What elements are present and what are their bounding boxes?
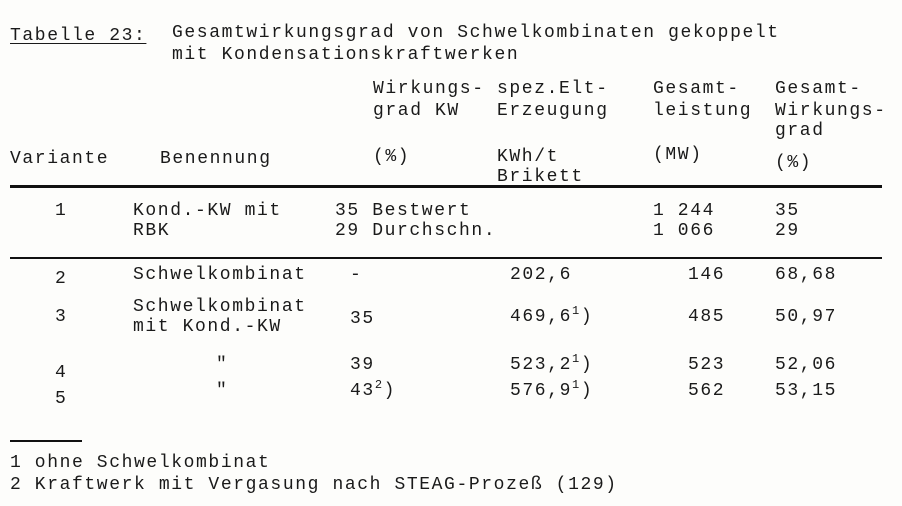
- table-row-wirkungsgrad: 432): [350, 378, 397, 401]
- header-elt-unit-1: KWh/t: [497, 147, 560, 167]
- table-row-benennung: Schwelkombinat: [133, 265, 307, 285]
- table-row-variante: 3: [55, 307, 68, 327]
- header-wirkungsgrad-2: grad KW: [373, 101, 460, 121]
- header-leistung-2: leistung: [653, 101, 753, 121]
- elt-value: 523,2: [510, 355, 573, 375]
- row1-leistung-2: 1 066: [653, 221, 716, 241]
- table-title-line1: Gesamtwirkungsgrad von Schwelkombinaten …: [172, 23, 780, 43]
- elt-value: 576,9: [510, 381, 573, 401]
- table-row-variante: 2: [55, 269, 68, 289]
- table-row-wirkungsgrad: -: [350, 265, 363, 285]
- table-row-elt: 523,21): [510, 352, 594, 375]
- table-row-elt: 576,91): [510, 378, 594, 401]
- table-row-leistung: 485: [688, 307, 726, 327]
- table-title-line2: mit Kondensationskraftwerken: [172, 45, 520, 65]
- row1-gesamt-2: 29: [775, 221, 800, 241]
- table-row-wirkungsgrad: 35: [350, 309, 375, 329]
- footnote-rule: [10, 440, 82, 442]
- row1-wirkungsgrad-2: 29 Durchschn.: [335, 221, 497, 241]
- header-leistung-1: Gesamt-: [653, 79, 740, 99]
- table-row-elt: 469,61): [510, 304, 594, 327]
- table-row-benennung-2: mit Kond.-KW: [133, 317, 282, 337]
- table-row-variante: 4: [55, 363, 68, 383]
- table-row-gesamt: 50,97: [775, 307, 838, 327]
- row1-benennung-1: Kond.-KW mit: [133, 201, 282, 221]
- header-leistung-unit: (MW): [653, 145, 703, 165]
- table-row-leistung: 523: [688, 355, 726, 375]
- footnote-ref: 1: [572, 378, 581, 392]
- header-gesamt-2: Wirkungs-: [775, 101, 887, 121]
- table-row-benennung: Schwelkombinat: [133, 297, 307, 317]
- footnote-ref: 1: [572, 352, 581, 366]
- table-row-leistung: 562: [688, 381, 726, 401]
- header-wirkungsgrad-1: Wirkungs-: [373, 79, 485, 99]
- header-gesamt-3: grad: [775, 121, 825, 141]
- table-row-variante: 5: [55, 389, 68, 409]
- table-row-gesamt: 52,06: [775, 355, 838, 375]
- row1-wirkungsgrad-1: 35 Bestwert: [335, 201, 472, 221]
- table-row-leistung: 146: [688, 265, 726, 285]
- header-gesamt-1: Gesamt-: [775, 79, 862, 99]
- table-row-benennung-ditto: ": [216, 381, 229, 401]
- table-row-wirkungsgrad: 39: [350, 355, 375, 375]
- row1-variante: 1: [55, 201, 68, 221]
- elt-value: 469,6: [510, 307, 573, 327]
- footnote-2: 2 Kraftwerk mit Vergasung nach STEAG-Pro…: [10, 475, 618, 495]
- footnote-1: 1 ohne Schwelkombinat: [10, 453, 271, 473]
- wirkungsgrad-value: 43: [350, 381, 375, 401]
- table-row-gesamt: 68,68: [775, 265, 838, 285]
- row-rule: [10, 257, 882, 259]
- header-elt-2: Erzeugung: [497, 101, 609, 121]
- footnote-ref: 2: [374, 378, 384, 392]
- row1-gesamt-1: 35: [775, 201, 800, 221]
- table-row-gesamt: 53,15: [775, 381, 838, 401]
- header-variante: Variante: [10, 149, 110, 169]
- header-wirkungsgrad-unit: (%): [373, 147, 411, 167]
- table-label: Tabelle 23:: [10, 26, 147, 46]
- header-elt-unit-2: Brikett: [497, 167, 584, 187]
- header-benennung: Benennung: [160, 149, 272, 169]
- table-row-benennung-ditto: ": [216, 355, 229, 375]
- row1-benennung-2: RBK: [133, 221, 171, 241]
- row1-leistung-1: 1 244: [653, 201, 716, 221]
- footnote-ref: 1: [572, 304, 581, 318]
- header-gesamt-unit: (%): [775, 153, 813, 173]
- header-rule: [10, 185, 882, 188]
- table-row-elt: 202,6: [510, 265, 573, 285]
- header-elt-1: spez.Elt-: [497, 79, 609, 99]
